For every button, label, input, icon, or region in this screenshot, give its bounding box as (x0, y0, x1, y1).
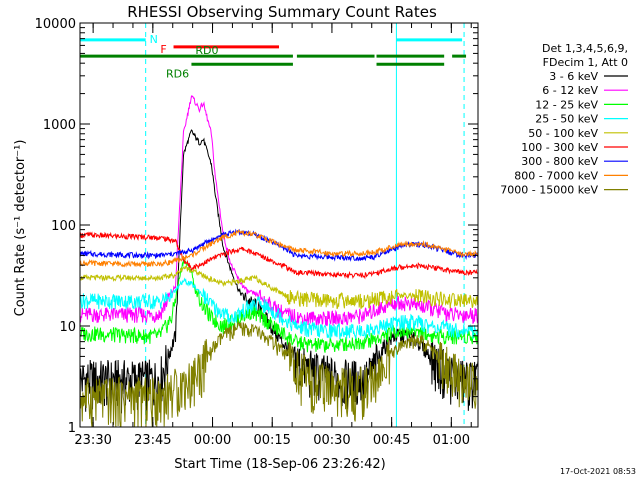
legend-entry-label: 3 - 6 keV (549, 70, 598, 83)
x-tick-label: 23:45 (134, 433, 171, 448)
legend-entry-label: 6 - 12 keV (542, 84, 598, 97)
series-line-8 (80, 320, 478, 427)
status-label-f: F (160, 43, 166, 56)
legend-entry-label: 100 - 300 keV (521, 141, 598, 154)
y-tick-label: 1 (68, 421, 76, 436)
legend-entry-label: 25 - 50 keV (535, 113, 598, 126)
x-tick-label: 23:30 (74, 433, 111, 448)
x-tick-label: 01:00 (433, 433, 470, 448)
status-label-rd0: RD0 (195, 44, 218, 57)
series-line-3 (80, 277, 478, 340)
legend-entry-label: 800 - 7000 keV (514, 169, 598, 182)
chart-title: RHESSI Observing Summary Count Rates (127, 3, 437, 21)
series-line-2 (80, 259, 478, 353)
legend-entry-label: 300 - 800 keV (521, 155, 598, 168)
legend: Det 1,3,4,5,6,9, FDecim 1, Att 0 3 - 6 k… (500, 42, 628, 197)
generated-timestamp: 17-Oct-2021 08:53 (560, 467, 636, 476)
legend-header-line-2: FDecim 1, Att 0 (543, 56, 628, 69)
series-line-5 (80, 231, 478, 280)
legend-header-line-1: Det 1,3,4,5,6,9, (542, 42, 628, 55)
legend-entry-label: 7000 - 15000 keV (500, 184, 598, 197)
x-axis-label: Start Time (18-Sep-06 23:26:42) (174, 457, 385, 472)
plot-area: NF RD0 RD6 1 10 100 1000 10000 23:30 23:45 00:00 00… (35, 17, 479, 448)
plot-data-layer (80, 23, 478, 427)
x-tick-label: 00:15 (253, 433, 290, 448)
status-label-n: N (150, 33, 158, 46)
x-tick-label: 00:00 (194, 433, 231, 448)
legend-entry-label: 50 - 100 keV (528, 127, 598, 140)
status-label-rd6: RD6 (166, 67, 189, 80)
y-tick-label: 10000 (35, 17, 76, 32)
x-tick-label: 00:45 (373, 433, 410, 448)
y-tick-label: 1000 (43, 118, 76, 133)
legend-entry-label: 12 - 25 keV (535, 98, 598, 111)
x-tick-label: 00:30 (313, 433, 350, 448)
series-line-4 (80, 265, 478, 309)
y-tick-label: 100 (51, 219, 76, 234)
y-axis-label: Count Rate (s⁻¹ detector⁻¹) (13, 140, 28, 317)
y-tick-label: 10 (59, 320, 76, 335)
series-line-7 (80, 228, 478, 268)
